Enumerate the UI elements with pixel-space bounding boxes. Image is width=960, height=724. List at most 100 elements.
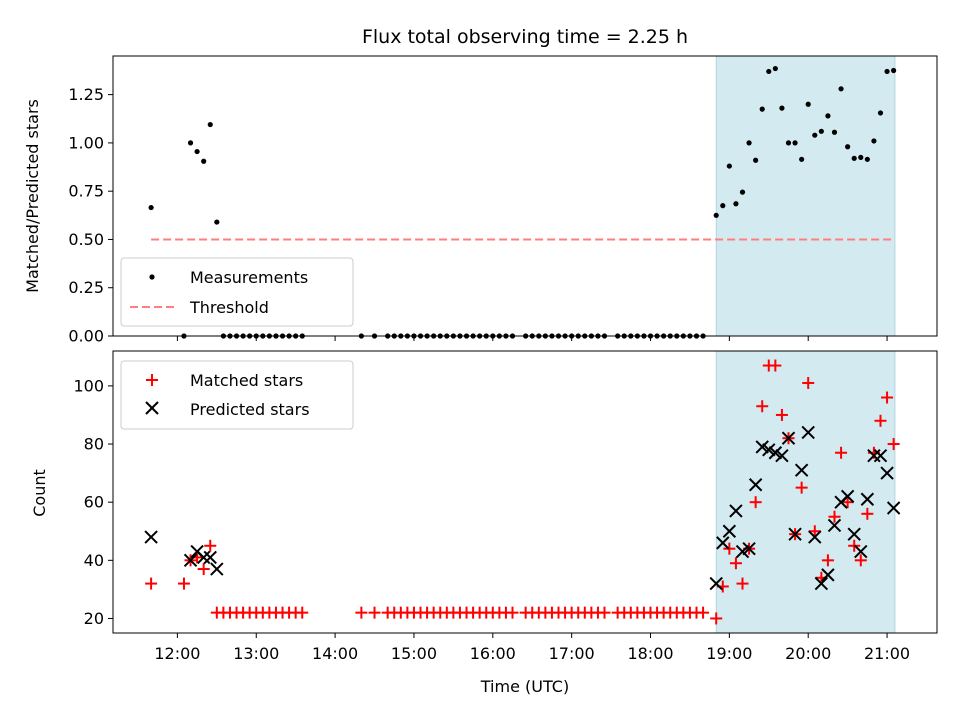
chart-title: Flux total observing time = 2.25 h bbox=[362, 26, 688, 48]
measurement-point bbox=[792, 140, 798, 146]
predicted-star-point bbox=[827, 518, 842, 533]
measurement-point bbox=[713, 212, 719, 218]
measurement-point bbox=[871, 138, 877, 144]
top-x-axis-ticks bbox=[176, 336, 888, 341]
measurement-point bbox=[779, 105, 785, 111]
measurement-point bbox=[746, 140, 752, 146]
measurement-point bbox=[201, 158, 207, 164]
predicted-star-point bbox=[144, 530, 158, 544]
matched-star-point bbox=[729, 557, 742, 570]
bottom-highlight-span bbox=[715, 350, 896, 634]
bottom-x-axis-ticks: 12:00 13:00 14:00 15:00 16:00 17:00 18:00 19:00… bbox=[154, 633, 910, 663]
measurement-point bbox=[877, 110, 884, 116]
top-y-tick-label: 0.75 bbox=[68, 182, 104, 201]
x-tick-label: 17:00 bbox=[549, 644, 595, 663]
x-tick-label: 14:00 bbox=[312, 644, 358, 663]
measurement-point bbox=[753, 157, 759, 163]
measurement-point bbox=[772, 65, 778, 72]
predicted-star-point bbox=[873, 448, 888, 463]
matched-star-point bbox=[710, 612, 723, 625]
x-axis-label: Time (UTC) bbox=[480, 677, 569, 696]
matched-star-point bbox=[828, 510, 841, 523]
measurement-point bbox=[733, 201, 739, 207]
predicted-star-point bbox=[762, 443, 776, 457]
predicted-star-point bbox=[886, 501, 901, 515]
measurement-point bbox=[726, 163, 732, 169]
measurement-point bbox=[851, 155, 857, 161]
matched-star-point bbox=[874, 414, 887, 427]
predicted-star-point bbox=[860, 492, 875, 506]
top-legend-box bbox=[120, 257, 354, 327]
matched-star-point bbox=[881, 391, 894, 404]
predicted-star-point bbox=[748, 478, 763, 492]
x-tick-label: 15:00 bbox=[391, 644, 437, 663]
measurement-points bbox=[148, 65, 897, 339]
matched-star-point bbox=[598, 606, 611, 619]
bottom-y-tick-label: 60 bbox=[84, 493, 104, 512]
measurement-point bbox=[207, 121, 213, 128]
legend-predicted-label: Predicted stars bbox=[190, 400, 310, 419]
bottom-y-tick-label: 100 bbox=[73, 376, 104, 395]
x-tick-label: 12:00 bbox=[154, 644, 200, 663]
top-y-tick-label: 0.00 bbox=[68, 327, 104, 346]
top-y-tick-label: 0.50 bbox=[68, 230, 104, 249]
legend-matched-label: Matched stars bbox=[190, 371, 303, 390]
measurement-point bbox=[759, 106, 765, 112]
matched-star-point bbox=[835, 446, 848, 459]
bottom-axes-frame bbox=[112, 350, 938, 634]
predicted-star-point bbox=[183, 553, 198, 568]
bottom-legend-box bbox=[120, 360, 354, 430]
predicted-star-point bbox=[196, 550, 211, 565]
matched-star-point bbox=[355, 606, 368, 619]
bottom-y-tick-label: 80 bbox=[84, 435, 104, 454]
bottom-legend: Matched stars Predicted stars bbox=[120, 360, 354, 430]
measurement-point bbox=[884, 68, 890, 75]
matched-star-point bbox=[756, 400, 769, 413]
measurement-point bbox=[812, 132, 818, 138]
matched-star-point bbox=[145, 577, 158, 590]
measurement-point bbox=[148, 204, 154, 211]
measurement-point bbox=[805, 101, 811, 107]
matched-star-point bbox=[697, 606, 710, 619]
predicted-star-point bbox=[709, 576, 723, 591]
top-axes-frame bbox=[112, 55, 938, 337]
matched-star-point bbox=[723, 542, 736, 555]
legend-threshold-label: Threshold bbox=[189, 298, 269, 317]
predicted-star-point bbox=[768, 446, 783, 460]
measurement-point bbox=[831, 129, 838, 135]
predicted-star-point bbox=[203, 550, 217, 565]
measurement-point bbox=[825, 113, 831, 119]
measurement-point bbox=[818, 128, 824, 134]
top-y-tick-label: 1.00 bbox=[68, 133, 104, 152]
matched-star-point bbox=[296, 606, 309, 619]
matched-star-point bbox=[795, 481, 808, 494]
legend-measurements-marker bbox=[149, 274, 155, 280]
measurement-point bbox=[838, 86, 844, 92]
measurement-point bbox=[785, 140, 792, 146]
matched-star-point bbox=[197, 563, 210, 576]
matched-star-point bbox=[841, 496, 854, 509]
top-y-tick-label: 1.25 bbox=[68, 85, 104, 104]
x-tick-label: 13:00 bbox=[233, 644, 279, 663]
predicted-star-point bbox=[781, 431, 796, 445]
measurement-point bbox=[766, 68, 772, 75]
measurement-point bbox=[194, 148, 200, 155]
predicted-star-point bbox=[788, 527, 802, 541]
legend-measurements-label: Measurements bbox=[190, 268, 308, 287]
predicted-star-point bbox=[742, 541, 756, 556]
top-highlight-span bbox=[715, 55, 896, 337]
matched-star-point bbox=[802, 376, 815, 389]
predicted-star-point bbox=[821, 568, 835, 582]
measurement-point bbox=[799, 156, 805, 162]
measurement-point bbox=[845, 144, 851, 150]
matched-star-point bbox=[736, 577, 749, 590]
predicted-star-point bbox=[735, 544, 750, 559]
measurement-point bbox=[864, 156, 870, 162]
matched-star-point bbox=[368, 606, 381, 619]
predicted-star-point bbox=[722, 524, 737, 538]
bottom-panel: 20 40 60 80 100 12:00 13:00 14:00 15:00 16:00 17:… bbox=[30, 350, 938, 696]
matched-star-point bbox=[506, 606, 519, 619]
predicted-star-point bbox=[814, 576, 829, 591]
top-panel: 0.00 0.25 0.50 0.75 1.00 1.25 Matched/Predict… bbox=[23, 55, 938, 346]
